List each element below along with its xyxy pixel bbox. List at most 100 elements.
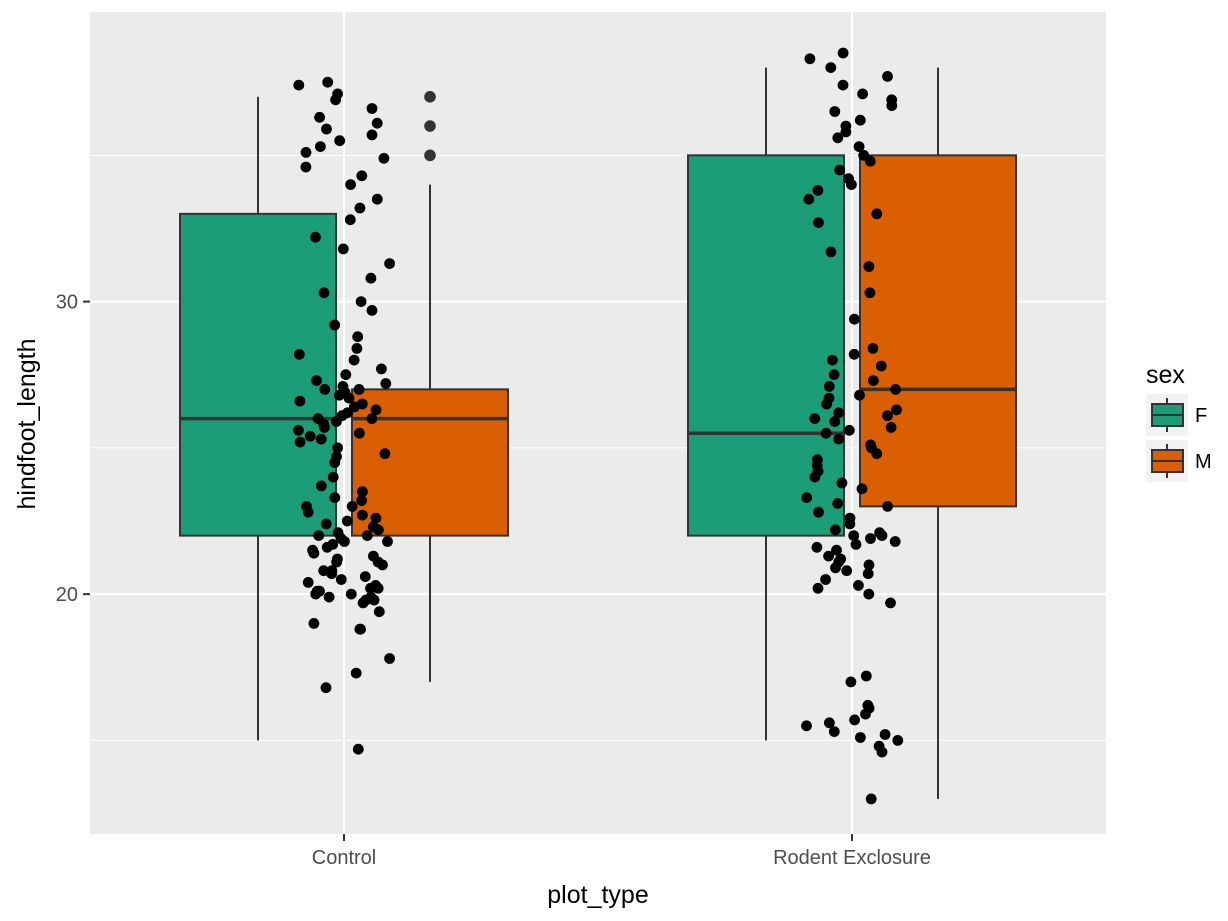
data-point (882, 410, 893, 422)
data-point (366, 413, 378, 424)
data-point (353, 384, 365, 395)
data-point (370, 512, 382, 524)
data-point (329, 492, 341, 503)
data-point (378, 152, 390, 164)
data-point (346, 501, 358, 512)
data-point (803, 193, 815, 205)
data-point (316, 480, 327, 492)
data-point (871, 208, 883, 220)
data-point (849, 313, 860, 325)
data-point (329, 319, 341, 331)
data-point (293, 348, 305, 360)
data-point (867, 343, 879, 354)
data-point (301, 501, 312, 512)
box-control-F (179, 96, 337, 741)
data-point (382, 536, 393, 547)
data-point (853, 580, 864, 591)
data-point (302, 577, 314, 588)
data-point (891, 404, 902, 416)
data-point (341, 515, 353, 527)
data-point (321, 123, 332, 135)
data-point (307, 544, 318, 556)
data-point (848, 348, 860, 360)
data-point (848, 530, 860, 541)
box-rodent-exclosure-M (859, 67, 1017, 799)
data-point (361, 530, 373, 541)
data-point (366, 103, 378, 114)
data-point (304, 430, 316, 442)
data-point (889, 536, 901, 547)
data-point (828, 369, 840, 381)
data-point (320, 518, 332, 530)
data-point (332, 442, 343, 454)
x-axis-title: plot_type (547, 881, 648, 909)
data-point (860, 670, 872, 682)
y-tick-label: 30 (56, 292, 78, 314)
data-point (327, 471, 339, 483)
jitter-points-layer (293, 47, 904, 805)
data-point (885, 422, 897, 433)
data-point (314, 111, 325, 123)
outlier-point (424, 149, 436, 162)
data-point (882, 501, 893, 512)
data-point (833, 407, 845, 419)
data-point (874, 527, 885, 539)
data-point (359, 571, 371, 582)
x-tick-label: Control (312, 847, 376, 869)
data-point (322, 76, 334, 88)
data-point (812, 185, 824, 196)
data-point (318, 287, 330, 299)
y-tick-label: 20 (56, 584, 78, 606)
data-point (890, 384, 901, 395)
data-point (352, 331, 364, 343)
legend: sex F M (1146, 361, 1212, 482)
legend-label: F (1195, 405, 1207, 427)
data-point (311, 585, 323, 597)
data-point (862, 699, 874, 711)
data-point (368, 550, 379, 562)
data-point (380, 378, 392, 389)
data-point (829, 106, 841, 117)
data-point (831, 544, 842, 556)
data-point (845, 676, 857, 688)
legend-title: sex (1146, 361, 1185, 389)
data-point (320, 682, 332, 694)
data-point (332, 88, 343, 100)
data-point (843, 424, 855, 436)
data-point (827, 354, 838, 366)
data-point (350, 667, 362, 679)
data-point (355, 296, 367, 307)
legend-label: M (1195, 451, 1212, 473)
legend-key-F: F (1146, 394, 1207, 436)
data-point (863, 261, 875, 272)
data-point (823, 392, 835, 404)
data-point (340, 369, 352, 381)
box-body (859, 154, 1017, 508)
data-point (813, 506, 824, 518)
data-point (373, 606, 385, 618)
data-point (875, 360, 887, 372)
data-point (823, 550, 834, 562)
data-point (354, 427, 365, 439)
data-point (835, 553, 846, 565)
data-point (318, 565, 330, 577)
data-point (854, 389, 865, 401)
box-body (179, 212, 337, 537)
data-point (319, 384, 331, 395)
data-point (854, 114, 866, 126)
data-point (337, 243, 349, 255)
data-point (801, 720, 812, 732)
data-point (348, 354, 360, 366)
data-point (356, 495, 367, 506)
data-point (865, 793, 877, 805)
data-point (885, 597, 896, 609)
data-point (858, 149, 870, 161)
data-point (312, 413, 324, 424)
data-point (841, 565, 853, 577)
data-point (833, 433, 844, 445)
data-point (863, 588, 875, 600)
data-point (300, 147, 312, 158)
data-point (366, 305, 378, 316)
y-axis-title: hindfoot_length (13, 339, 41, 510)
data-point (366, 129, 378, 141)
